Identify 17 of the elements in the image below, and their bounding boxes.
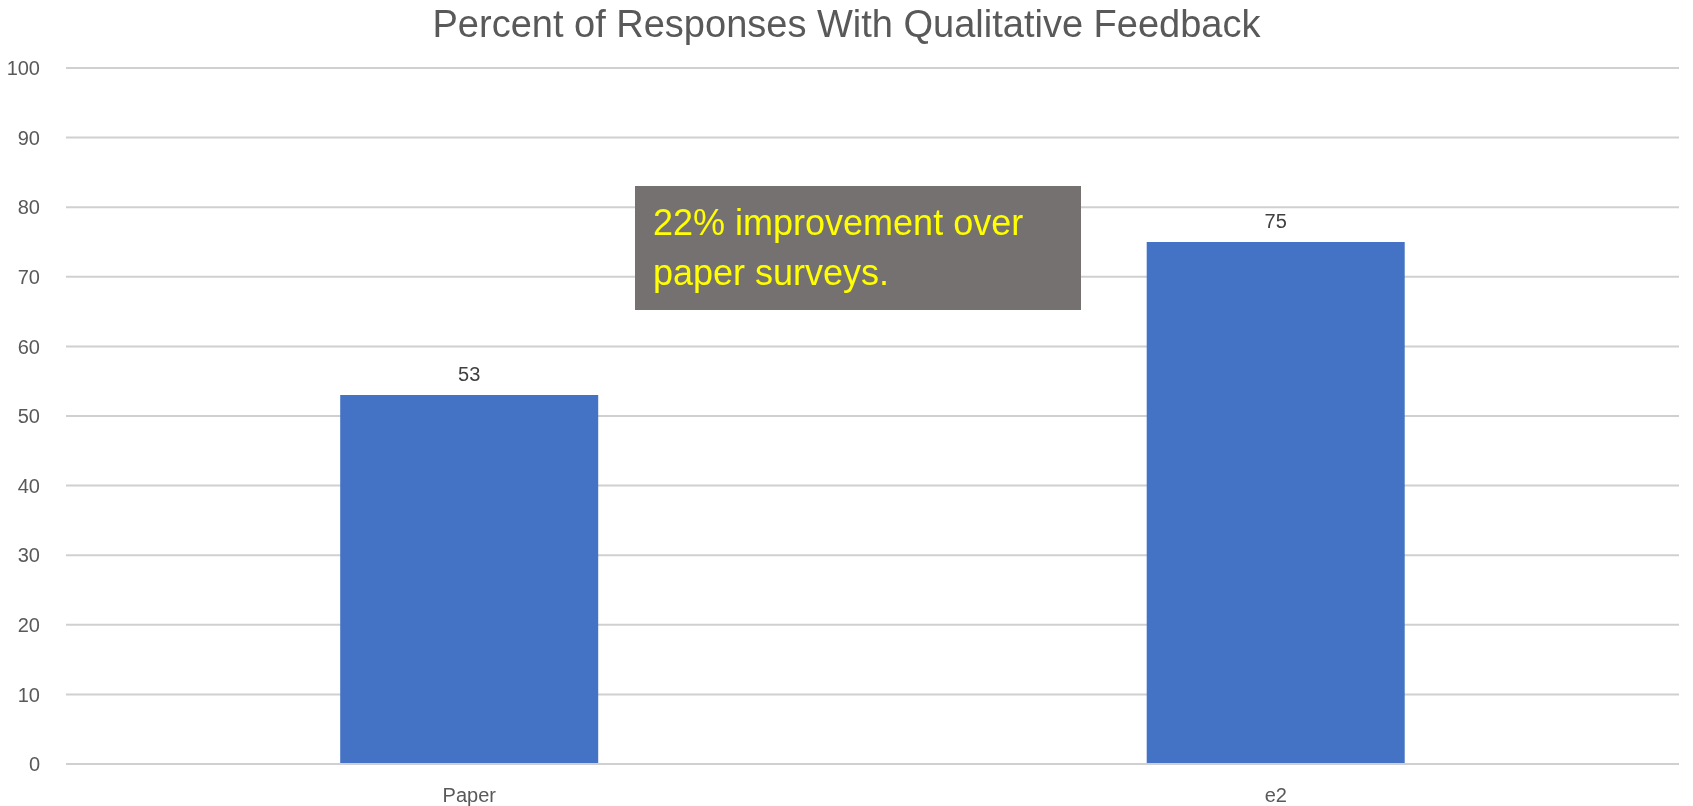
- y-tick-label: 10: [17, 683, 40, 706]
- y-tick-label: 70: [17, 265, 40, 288]
- y-tick-label: 100: [6, 57, 40, 80]
- data-label: 53: [458, 363, 481, 386]
- chart-title: Percent of Responses With Qualitative Feedback: [431, 2, 1262, 47]
- y-tick-label: 60: [17, 335, 40, 358]
- x-tick-label: Paper: [442, 784, 497, 806]
- data-label: 75: [1264, 210, 1287, 232]
- y-tick-label: 40: [17, 474, 40, 497]
- y-tick-label: 30: [17, 544, 40, 567]
- annotation: 22% improvement over paper surveys.: [635, 186, 1081, 310]
- y-tick-label: 90: [17, 126, 40, 149]
- y-tick-label: 0: [28, 753, 40, 776]
- y-tick-label: 20: [17, 613, 40, 636]
- x-tick-label: e2: [1264, 784, 1287, 806]
- y-tick-label: 80: [17, 196, 40, 219]
- y-tick-label: 50: [17, 405, 40, 428]
